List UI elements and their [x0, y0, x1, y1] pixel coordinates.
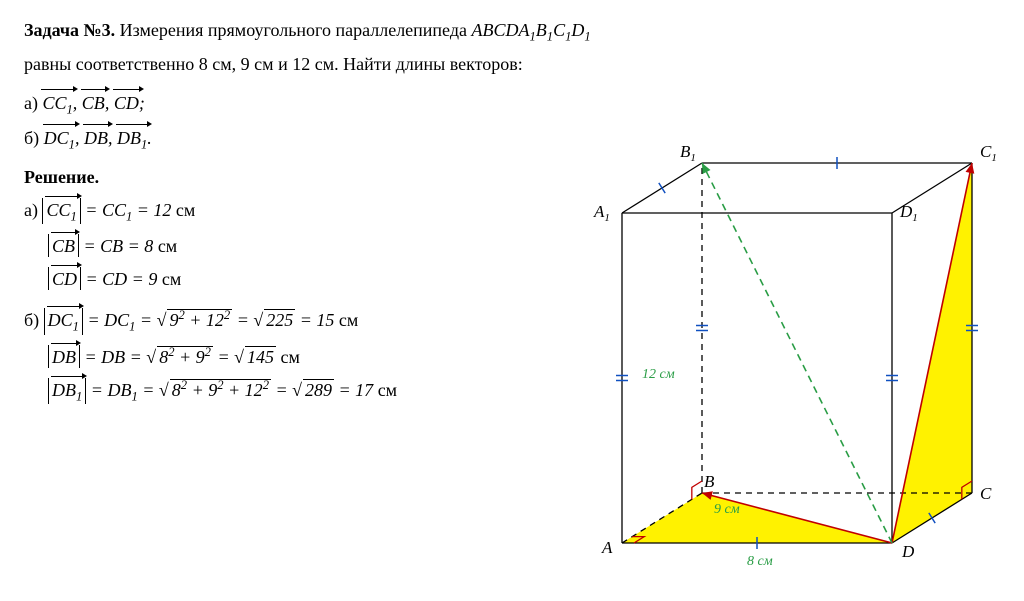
svg-text:C1: C1	[980, 142, 997, 164]
solution-column: а) CC1, CB, CD; б) DC1, DB, DB1. Решение…	[24, 83, 564, 583]
problem-statement: Задача №3. Измерения прямоугольного пара…	[24, 18, 1000, 46]
svg-text:9 см: 9 см	[714, 502, 740, 517]
svg-text:D: D	[901, 542, 915, 561]
sol-b2: DB = DB = √82 + 92 = √145 см	[48, 345, 564, 368]
svg-text:12 см: 12 см	[642, 367, 675, 382]
sol-a1: а) CC1 = CC1 = 12 см	[24, 198, 564, 225]
parallelepiped-diagram: A D B C A1 D1 B1 C1 12 см 9 см 8 см	[582, 83, 1002, 583]
svg-text:C: C	[980, 484, 992, 503]
sol-a2: CB = CB = 8 см	[48, 234, 564, 257]
svg-text:A: A	[601, 538, 613, 557]
problem-number: Задача №3.	[24, 20, 115, 40]
svg-text:8 см: 8 см	[747, 554, 773, 569]
svg-text:B1: B1	[680, 142, 696, 164]
sol-b1: б) DC1 = DC1 = √92 + 122 = √225 = 15 см	[24, 308, 564, 335]
problem-statement-line2: равны соответственно 8 см, 9 см и 12 см.…	[24, 52, 1000, 77]
svg-text:B: B	[704, 472, 715, 491]
part-b-question: б) DC1, DB, DB1.	[24, 128, 564, 153]
solid-name: ABCDA1B1C1D1	[471, 20, 590, 40]
sol-a3: CD = CD = 9 см	[48, 267, 564, 290]
svg-text:D1: D1	[899, 202, 918, 224]
sol-b3: DB1 = DB1 = √82 + 92 + 122 = √289 = 17 с…	[48, 378, 564, 405]
part-a-question: а) CC1, CB, CD;	[24, 93, 564, 118]
svg-text:A1: A1	[593, 202, 610, 224]
solution-heading: Решение.	[24, 167, 564, 188]
diagram-column: A D B C A1 D1 B1 C1 12 см 9 см 8 см	[582, 83, 1002, 583]
